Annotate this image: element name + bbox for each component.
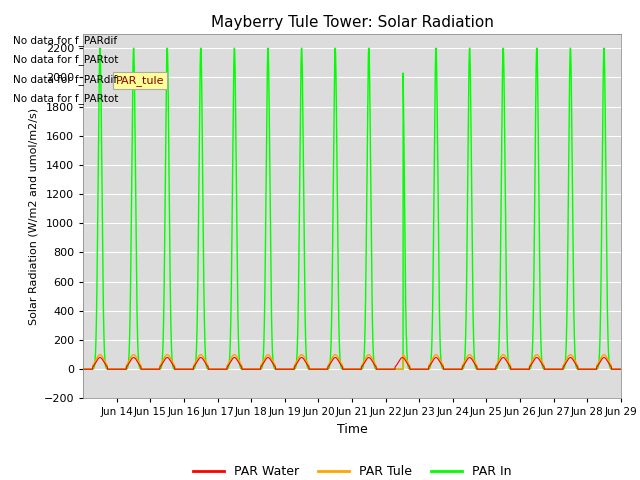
PAR In bbox=[244, 366, 252, 372]
PAR Tule bbox=[99, 353, 106, 359]
PAR In bbox=[219, 366, 227, 372]
Y-axis label: Solar Radiation (W/m2 and umol/m2/s): Solar Radiation (W/m2 and umol/m2/s) bbox=[28, 108, 38, 324]
PAR Tule bbox=[79, 366, 87, 372]
Text: No data for f_PARdif: No data for f_PARdif bbox=[13, 73, 117, 84]
PAR Tule bbox=[617, 366, 625, 372]
PAR Tule bbox=[219, 366, 227, 372]
Line: PAR Water: PAR Water bbox=[83, 358, 621, 369]
PAR Water bbox=[99, 356, 106, 362]
Text: PAR_tule: PAR_tule bbox=[115, 75, 164, 86]
X-axis label: Time: Time bbox=[337, 423, 367, 436]
PAR Tule bbox=[483, 366, 491, 372]
PAR Tule bbox=[244, 366, 252, 372]
PAR In bbox=[617, 366, 625, 372]
PAR In bbox=[79, 366, 87, 372]
PAR In bbox=[483, 366, 491, 372]
Line: PAR Tule: PAR Tule bbox=[83, 355, 621, 369]
PAR In bbox=[548, 366, 556, 372]
PAR Water bbox=[79, 366, 87, 372]
PAR Water bbox=[244, 366, 252, 372]
PAR Tule bbox=[548, 366, 556, 372]
Text: No data for f_PARdif: No data for f_PARdif bbox=[13, 35, 117, 46]
Text: No data for f_PARtot: No data for f_PARtot bbox=[13, 54, 118, 65]
PAR Water bbox=[96, 355, 104, 360]
PAR Tule bbox=[321, 366, 328, 372]
Title: Mayberry Tule Tower: Solar Radiation: Mayberry Tule Tower: Solar Radiation bbox=[211, 15, 493, 30]
PAR Water bbox=[321, 366, 328, 372]
PAR Water bbox=[483, 366, 491, 372]
PAR Water bbox=[617, 366, 625, 372]
PAR Water bbox=[548, 366, 556, 372]
Line: PAR In: PAR In bbox=[83, 48, 621, 369]
PAR In bbox=[96, 45, 104, 51]
PAR In bbox=[99, 198, 106, 204]
PAR Tule bbox=[96, 352, 104, 358]
Legend: PAR Water, PAR Tule, PAR In: PAR Water, PAR Tule, PAR In bbox=[188, 460, 516, 480]
Text: No data for f_PARtot: No data for f_PARtot bbox=[13, 93, 118, 104]
PAR In bbox=[321, 366, 328, 372]
PAR Water bbox=[219, 366, 227, 372]
